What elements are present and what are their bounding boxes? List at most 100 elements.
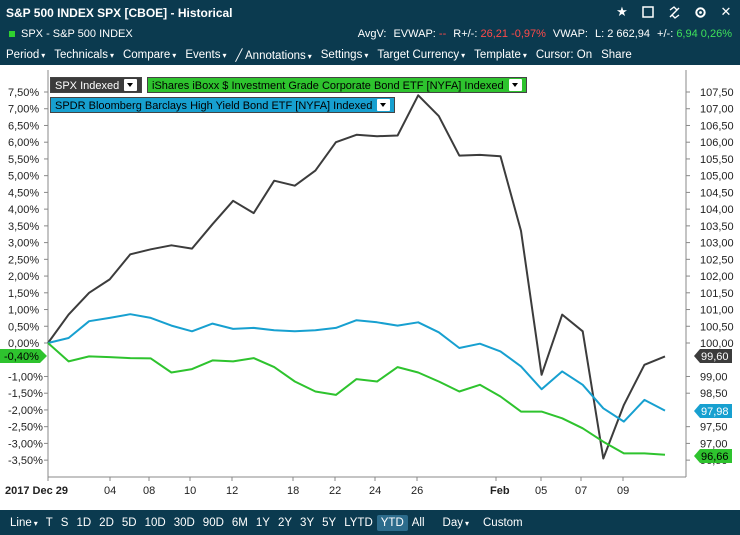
right-tick-label: 106,00 <box>700 137 734 149</box>
right-tick-label: 106,50 <box>700 120 734 132</box>
left-tick-label: 4,00% <box>8 204 39 216</box>
last-value-tag-label: 96,66 <box>701 451 729 463</box>
right-tick-label: 103,00 <box>700 238 734 250</box>
right-tick-label: 107,50 <box>700 87 734 99</box>
menu-template[interactable]: Template ▾ <box>474 49 527 61</box>
close-icon[interactable]: ✕ <box>720 4 732 19</box>
left-tick-label: 6,50% <box>8 120 39 132</box>
left-tick-label: 6,00% <box>8 137 39 149</box>
right-tick-label: 98,50 <box>700 388 728 400</box>
right-tick-label: 105,50 <box>700 154 734 166</box>
right-tick-label: 99,00 <box>700 371 728 383</box>
right-tick-label: 105,00 <box>700 171 734 183</box>
evwap-value: -- <box>438 28 447 40</box>
x-tick-label: 10 <box>184 485 196 497</box>
last-label: L: <box>594 28 605 40</box>
settings-icon[interactable] <box>690 3 710 21</box>
range-2d[interactable]: 2D <box>99 516 114 529</box>
series-line-2 <box>47 342 666 456</box>
left-value-tag-label: -0,40% <box>4 351 39 363</box>
last-value: 2 662,94 <box>607 28 651 40</box>
custom-range[interactable]: Custom <box>483 516 523 529</box>
chevron-down-icon[interactable] <box>377 99 391 111</box>
title-bar: S&P 500 INDEX SPX [CBOE] - Historical ★ … <box>0 0 740 25</box>
menu-period[interactable]: Period ▾ <box>6 49 46 61</box>
range-6m[interactable]: 6M <box>231 516 248 529</box>
menu-cursor[interactable]: Cursor: On <box>535 49 593 61</box>
last-value-tag <box>694 404 732 418</box>
star-icon[interactable]: ★ <box>616 4 628 19</box>
symbol-name: SPX - S&P 500 INDEX <box>21 28 133 40</box>
x-tick-label: 05 <box>535 485 547 497</box>
change-value: 6,94 <box>676 28 698 40</box>
range-1d[interactable]: 1D <box>76 516 92 529</box>
last-value-tag <box>694 449 732 463</box>
series-line-0 <box>47 94 666 460</box>
chart-area[interactable]: 7,50% 7,00% 6,50% 6,00% 5,50% 5,00% 4,50% 4,00%… <box>0 65 740 510</box>
left-value-tag <box>0 349 47 363</box>
x-tick-label: 12 <box>226 485 238 497</box>
x-tick-label: 22 <box>329 485 341 497</box>
change-pct: 0,26% <box>700 28 732 40</box>
bottom-toolbar: Line ▾ T S 1D 2D 5D 10D 30D 90D 6M 1Y 2Y … <box>0 510 740 535</box>
x-tick-label: Feb <box>490 485 510 497</box>
range-ytd[interactable]: YTD <box>376 514 408 531</box>
chevron-down-icon[interactable] <box>508 79 522 91</box>
right-tick-label: 101,50 <box>700 288 734 300</box>
right-tick-label: 102,00 <box>700 271 734 283</box>
right-tick-label: 104,00 <box>700 204 734 216</box>
rpm-label: R+/-: <box>453 28 478 40</box>
left-tick-label: 0,50% <box>8 321 39 333</box>
left-tick-label: 4,50% <box>8 187 39 199</box>
avgv-label: AvgV: <box>357 28 387 40</box>
window-title: S&P 500 INDEX SPX [CBOE] - Historical <box>6 6 233 20</box>
legend-spdr[interactable]: SPDR Bloomberg Barclays High Yield Bond … <box>50 97 396 113</box>
right-tick-label: 97,50 <box>700 422 728 434</box>
window-controls: ★ ✕ <box>612 3 736 21</box>
range-t[interactable]: T <box>45 516 53 529</box>
rpm-pct: -0,97% <box>511 28 546 40</box>
chart-type-select[interactable]: Line ▾ <box>10 516 38 529</box>
menu-share[interactable]: Share <box>601 49 632 61</box>
left-tick-label: 5,00% <box>8 171 39 183</box>
x-tick-label: 08 <box>143 485 155 497</box>
legend-ishares-iboxx[interactable]: iShares iBoxx $ Investment Grade Corpora… <box>147 77 527 93</box>
chart-svg: 7,50% 7,00% 6,50% 6,00% 5,50% 5,00% 4,50% 4,00%… <box>0 70 734 497</box>
range-1y[interactable]: 1Y <box>255 516 270 529</box>
left-tick-label: -3,50% <box>8 455 43 467</box>
menu-target-currency[interactable]: Target Currency ▾ <box>377 49 466 61</box>
left-tick-label: 7,50% <box>8 87 39 99</box>
right-tick-label: 100,00 <box>700 338 734 350</box>
range-2y[interactable]: 2Y <box>277 516 293 529</box>
menu-settings[interactable]: Settings ▾ <box>320 49 369 61</box>
unlink-icon[interactable] <box>664 3 684 21</box>
interval-select[interactable]: Day ▾ <box>442 516 469 529</box>
range-10d[interactable]: 10D <box>144 516 166 529</box>
left-tick-label: 3,50% <box>8 221 39 233</box>
x-tick-label: 09 <box>617 485 629 497</box>
menu-technicals[interactable]: Technicals ▾ <box>54 49 114 61</box>
legend-spx[interactable]: SPX Indexed <box>50 77 143 93</box>
range-5d[interactable]: 5D <box>121 516 137 529</box>
menu-annotations[interactable]: ╱ Annotations ▾ <box>235 50 312 62</box>
range-all[interactable]: All <box>411 516 425 529</box>
range-90d[interactable]: 90D <box>202 516 224 529</box>
right-tick-label: 100,50 <box>700 321 734 333</box>
left-tick-label: -1,50% <box>8 388 43 400</box>
range-3y[interactable]: 3Y <box>300 516 315 529</box>
range-lytd[interactable]: LYTD <box>344 516 373 529</box>
quote-stats: AvgV: EVWAP: -- R+/-: 26,21 -0,97% VWAP:… <box>358 28 732 40</box>
left-tick-label: 0,00% <box>8 338 39 350</box>
range-5y[interactable]: 5Y <box>322 516 337 529</box>
chevron-down-icon[interactable] <box>124 79 138 91</box>
left-tick-label: 3,00% <box>8 238 39 250</box>
menu-compare[interactable]: Compare ▾ <box>122 49 177 61</box>
range-s[interactable]: S <box>60 516 69 529</box>
left-tick-label: 7,00% <box>8 104 39 116</box>
menu-events[interactable]: Events ▾ <box>185 49 227 61</box>
range-30d[interactable]: 30D <box>173 516 195 529</box>
left-tick-label: 5,50% <box>8 154 39 166</box>
maximize-icon[interactable] <box>638 3 658 21</box>
left-tick-label: -3,00% <box>8 438 43 450</box>
